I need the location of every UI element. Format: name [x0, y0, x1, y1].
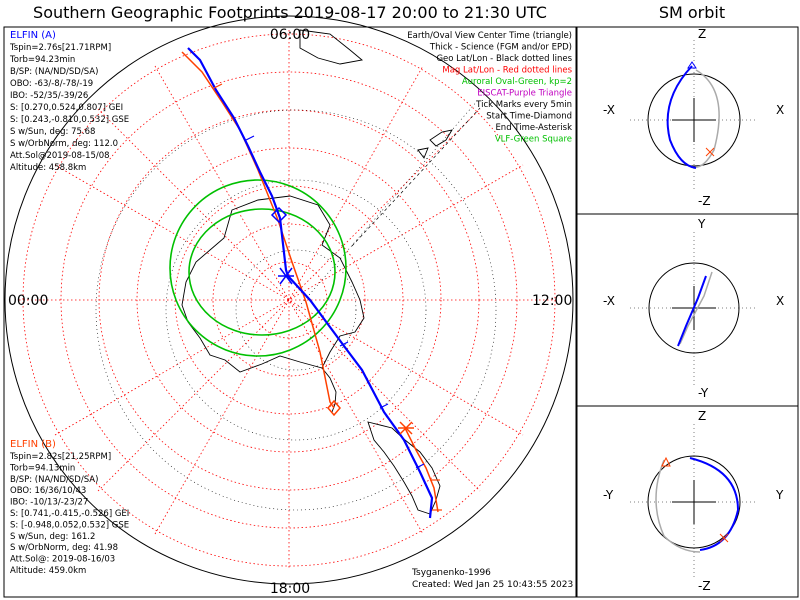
- elfin-b-info-line: IBO: -10/13/-23/27: [10, 498, 88, 508]
- elfin-b-info-line: Tspin=2.82s[21.25RPM]: [9, 452, 111, 462]
- elfin-a-info-line: Tspin=2.76s[21.71RPM]: [9, 43, 111, 53]
- elfin-b-name: ELFIN (B): [10, 439, 56, 450]
- legend-item: End Time-Asterisk: [495, 123, 572, 133]
- sm-orbit-xz: Z -Z -X X: [603, 27, 784, 208]
- earth-limb: [4, 15, 574, 585]
- elfin-a-track: [187, 47, 434, 519]
- legend-item: Auroral Oval-Green, kp=2: [462, 77, 572, 87]
- elfin-b-info-line: S: [0.741,-0.415,-0.526] GEI: [10, 509, 129, 519]
- orbit-b-start: [661, 456, 671, 467]
- elfin-b-info-line: Altitude: 459.0km: [10, 566, 86, 576]
- sm-orbit-yz: Z -Z -Y Y: [603, 409, 784, 593]
- time-label-right: 12:00: [532, 293, 572, 309]
- legend-item: EISCAT-Purple Triangle: [477, 89, 572, 99]
- panel1-bottom: -Z: [698, 194, 711, 208]
- panel1-right: X: [776, 103, 784, 117]
- elfin-a-info-line: S w/Sun, deg: 75.68: [10, 127, 95, 137]
- orbit-b-trace: [679, 271, 713, 345]
- legend-item: VLF-Green Square: [495, 135, 572, 145]
- elfin-a-info-line: S: [0.243,-0.810,0.532] GSE: [10, 115, 129, 125]
- elfin-a-info-line: B/SP: (NA/ND/SD/SA): [10, 67, 98, 77]
- legend-item: Tick Marks every 5min: [475, 100, 572, 110]
- panel1-left: -X: [603, 103, 615, 117]
- earth-circle: [647, 73, 741, 167]
- australia-coast: [299, 29, 364, 65]
- auroral-oval: [169, 179, 347, 357]
- legend-item: Earth/Oval View Center Time (triangle): [407, 31, 572, 41]
- elfin-b-info-line: B/SP: (NA/ND/SD/SA): [10, 475, 98, 485]
- panel3-left: -Y: [603, 488, 614, 502]
- elfin-a-info: ELFIN (A) Tspin=2.76s[21.71RPM] Torb=94.2…: [9, 30, 129, 173]
- legend-item: Mag Lat/Lon - Red dotted lines: [442, 66, 572, 76]
- panel2-left: -X: [603, 294, 615, 308]
- elfin-a-info-line: Att.Sol@2019-08-15/08: [10, 151, 110, 161]
- page-title: Southern Geographic Footprints 2019-08-1…: [33, 3, 547, 22]
- panel3-top: Z: [698, 409, 706, 423]
- elfin-b-info-line: Torb=94.13min: [9, 463, 75, 473]
- credits-created: Created: Wed Jan 25 10:43:55 2023: [412, 580, 573, 590]
- elfin-a-info-line: S w/OrbNorm, deg: 112.0: [10, 139, 118, 149]
- orbit-b-trace: [655, 459, 701, 553]
- legend-item: Start Time-Diamond: [486, 112, 572, 122]
- map-frame: [3, 26, 577, 598]
- elfin-a-info-line: Torb=94.23min: [9, 55, 75, 65]
- elfin-a-name: ELFIN (A): [10, 30, 56, 41]
- elfin-b-info-line: S w/OrbNorm, deg: 41.98: [10, 543, 118, 553]
- elfin-a-end-asterisk: [278, 267, 294, 285]
- view-center-guide: [351, 107, 481, 247]
- legend-item: Geo Lat/Lon - Black dotted lines: [436, 54, 572, 64]
- panel2-top: Y: [697, 217, 706, 231]
- elfin-b-info: ELFIN (B) Tspin=2.82s[21.25RPM]Torb=94.1…: [9, 439, 129, 576]
- new-zealand: [417, 129, 453, 159]
- orbit-a-start: [687, 61, 697, 69]
- orbit-a-trace: [666, 65, 697, 169]
- elfin-b-info-line: Att.Sol@: 2019-08-16/03: [10, 555, 115, 565]
- sm-panel-xy: [576, 213, 799, 407]
- panel2-right: X: [776, 294, 784, 308]
- elfin-a-start-diamond: [270, 206, 288, 224]
- panel2-bottom: -Y: [698, 386, 709, 400]
- panel1-top: Z: [698, 27, 706, 41]
- elfin-b-start-diamond: [327, 399, 341, 417]
- elfin-b-end-asterisk: [398, 421, 414, 435]
- geo-lat-grid: [95, 99, 497, 511]
- elfin-a-info-line: IBO: -52/35/-39/26: [10, 91, 88, 101]
- elfin-b-info-line: OBO: 16/36/10/43: [10, 486, 86, 496]
- credits-author: Tsyganenko-1996: [411, 568, 491, 578]
- panel3-bottom: -Z: [698, 579, 711, 593]
- legend: Earth/Oval View Center Time (triangle) Th…: [407, 31, 572, 145]
- elfin-a-info-line: S: [0.270,0.524,0.807] GEI: [10, 103, 123, 113]
- polar-map: [4, 15, 574, 585]
- orbit-b-trace: [689, 69, 720, 168]
- tick-marks: [213, 83, 442, 511]
- elfin-b-info-line: S: [-0.948,0.052,0.532] GSE: [10, 520, 129, 530]
- elfin-a-info-line: OBO: -63/-8/-78/-19: [10, 79, 93, 89]
- sm-panel-yz: [576, 405, 799, 598]
- sm-orbit-xy: Y -Y -X X: [603, 217, 784, 400]
- elfin-a-info-line: Altitude: 458.8km: [10, 163, 86, 173]
- time-label-top: 06:00: [270, 27, 310, 43]
- antarctica-coast: [181, 195, 365, 373]
- sm-orbit-title: SM orbit: [659, 3, 725, 22]
- panel3-right: Y: [775, 488, 784, 502]
- legend-item: Thick - Science (FGM and/or EPD): [429, 43, 572, 53]
- elfin-b-track-2: [404, 427, 439, 513]
- time-label-bottom: 18:00: [270, 581, 310, 597]
- orbit-a-trace: [677, 275, 707, 347]
- elfin-b-track: [181, 51, 335, 409]
- orbit-a-trace: [689, 457, 740, 551]
- elfin-b-info-line: S w/Sun, deg: 161.2: [10, 532, 95, 542]
- time-label-left: 00:00: [8, 293, 48, 309]
